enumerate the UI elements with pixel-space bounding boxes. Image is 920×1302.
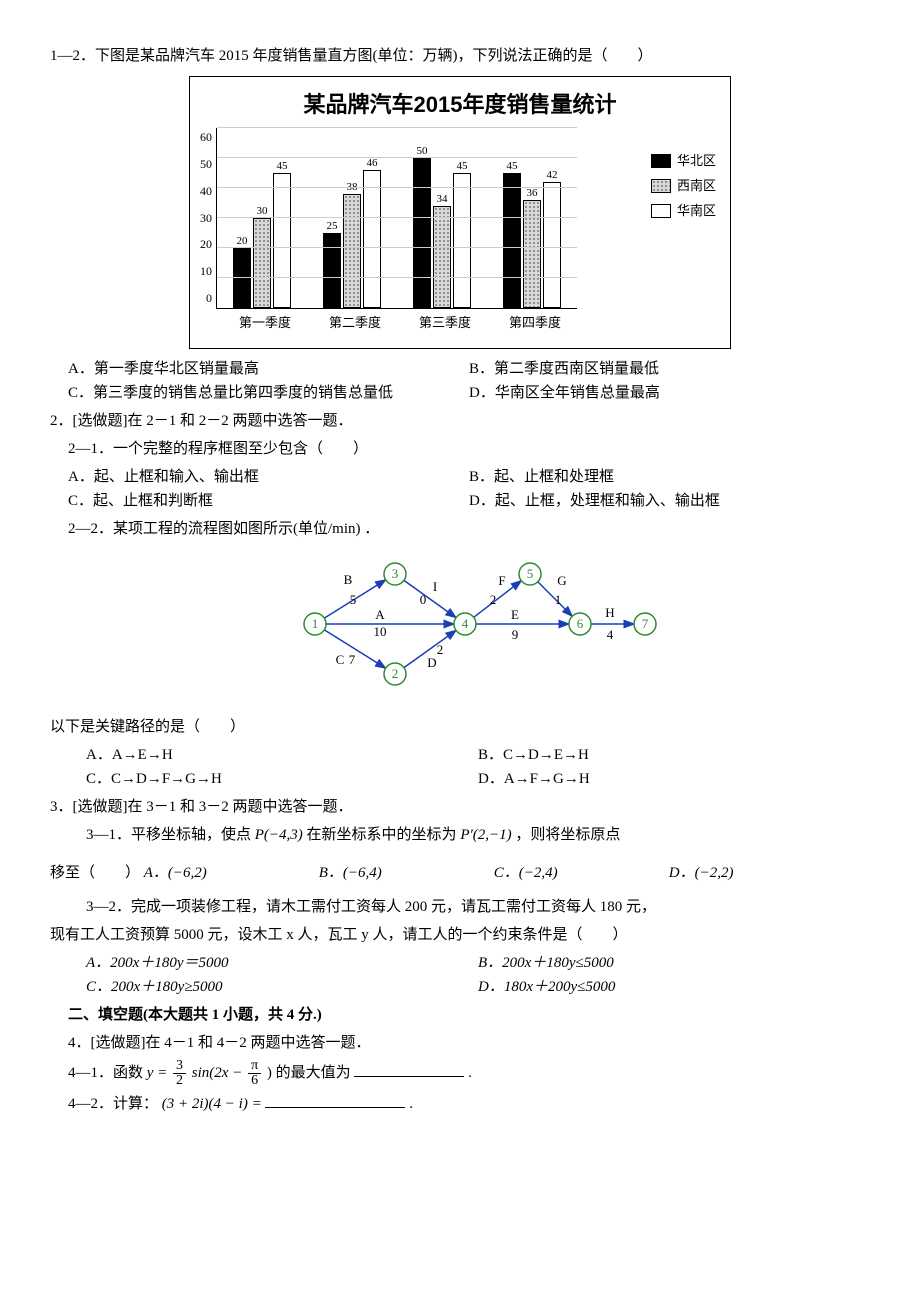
q4-2: 4—2．计算： (3 + 2i)(4 − i) = . xyxy=(50,1092,870,1116)
period: . xyxy=(468,1065,472,1081)
q3-1-stem: 3—1．平移坐标轴，使点 P(−4,3) 在新坐标系中的坐标为 P′(2,−1)… xyxy=(50,823,870,847)
svg-text:D: D xyxy=(427,655,436,670)
svg-text:B: B xyxy=(344,572,353,587)
svg-text:7: 7 xyxy=(642,616,649,631)
q3-2-options: A．200x＋180y＝5000 B．200x＋180y≤5000 C．200x… xyxy=(50,951,870,999)
svg-text:I: I xyxy=(433,579,437,594)
period: . xyxy=(409,1096,413,1112)
svg-text:10: 10 xyxy=(374,624,387,639)
numerator: π xyxy=(248,1059,261,1074)
svg-text:9: 9 xyxy=(512,627,519,642)
svg-text:2: 2 xyxy=(392,666,399,681)
svg-text:0: 0 xyxy=(420,592,427,607)
sales-chart: 某品牌汽车2015年度销售量统计 0102030405060 203045253… xyxy=(189,76,731,349)
text: ，则将坐标原点 xyxy=(515,827,620,843)
option-c: C．200x＋180y≥5000 xyxy=(86,975,478,999)
svg-text:A: A xyxy=(375,607,385,622)
complex-expr: (3 + 2i)(4 − i) = xyxy=(162,1096,262,1112)
svg-text:1: 1 xyxy=(312,616,319,631)
svg-text:3: 3 xyxy=(392,566,399,581)
q1-2-stem: 1—2．下图是某品牌汽车 2015 年度销售量直方图(单位：万辆)，下列说法正确… xyxy=(50,44,870,68)
option-b: B．(−6,4) xyxy=(319,861,494,885)
text: 4—2．计算： xyxy=(68,1096,158,1112)
chart-legend: 华北区西南区华南区 xyxy=(651,147,716,225)
option-a: A．200x＋180y＝5000 xyxy=(86,951,478,975)
q4-head: 4．[选做题]在 4－1 和 4－2 两题中选答一题． xyxy=(50,1031,870,1055)
q3-1-line2-row: 移至（ ） A．(−6,2) B．(−6,4) C．(−2,4) D．(−2,2… xyxy=(50,861,870,885)
q2-head: 2．[选做题]在 2－1 和 2－2 两题中选答一题． xyxy=(50,409,870,433)
option-d: D．起、止框，处理框和输入、输出框 xyxy=(469,489,870,513)
option-a: A．起、止框和输入、输出框 xyxy=(68,465,469,489)
q2-2-options: A．A→E→H B．C→D→E→H C．C→D→F→G→H D．A→F→G→H xyxy=(50,743,870,791)
option-d: D．180x＋200y≤5000 xyxy=(478,975,870,999)
text: 3—1．平移坐标轴，使点 xyxy=(86,827,251,843)
svg-text:5: 5 xyxy=(350,592,357,607)
chart-plot: 203045253846503445453642 xyxy=(216,128,577,309)
denominator: 6 xyxy=(248,1074,261,1088)
chart-title: 某品牌汽车2015年度销售量统计 xyxy=(200,87,720,122)
text: ) 的最大值为 xyxy=(267,1065,351,1081)
text: sin(2x − xyxy=(192,1065,246,1081)
x-axis-labels: 第一季度第二季度第三季度第四季度 xyxy=(220,313,580,334)
eq-lhs: y = xyxy=(147,1065,171,1081)
svg-text:F: F xyxy=(498,573,505,588)
svg-text:6: 6 xyxy=(577,616,584,631)
q2-2-stem: 2—2．某项工程的流程图如图所示(单位/min) ． xyxy=(50,517,870,541)
q4-1: 4—1．函数 y = 3 2 sin(2x − π 6 ) 的最大值为 . xyxy=(50,1059,870,1088)
point-p: P(−4,3) xyxy=(255,827,303,843)
point-p-prime: P′(2,−1) xyxy=(460,827,511,843)
svg-text:5: 5 xyxy=(527,566,534,581)
svg-text:2: 2 xyxy=(490,592,497,607)
option-d: D．(−2,2) xyxy=(669,861,844,885)
svg-text:C: C xyxy=(336,652,345,667)
option-c: C．(−2,4) xyxy=(494,861,669,885)
option-b: B．第二季度西南区销量最低 xyxy=(469,357,870,381)
svg-text:1: 1 xyxy=(555,592,562,607)
svg-text:H: H xyxy=(605,605,614,620)
answer-blank[interactable] xyxy=(354,1061,464,1077)
q3-2-stem1: 3—2．完成一项装修工程，请木工需付工资每人 200 元，请瓦工需付工资每人 1… xyxy=(50,895,870,919)
option-d: D．华南区全年销售总量最高 xyxy=(469,381,870,405)
q2-1-options: A．起、止框和输入、输出框 B．起、止框和处理框 C．起、止框和判断框 D．起、… xyxy=(50,465,870,513)
fraction-pi-6: π 6 xyxy=(248,1059,261,1088)
y-axis: 0102030405060 xyxy=(200,128,216,308)
option-c: C．C→D→F→G→H xyxy=(86,767,478,791)
svg-text:4: 4 xyxy=(462,616,469,631)
option-d: D．A→F→G→H xyxy=(478,767,870,791)
q1-2-options: A．第一季度华北区销量最高 B．第二季度西南区销量最低 C．第三季度的销售总量比… xyxy=(50,357,870,405)
option-c: C．起、止框和判断框 xyxy=(68,489,469,513)
text: 在新坐标系中的坐标为 xyxy=(307,827,457,843)
option-c: C．第三季度的销售总量比第四季度的销售总量低 xyxy=(68,381,469,405)
flow-diagram: B5A10C7I0D2F2E9G1H41234567 xyxy=(280,549,640,707)
q2-2-tail: 以下是关键路径的是（ ） xyxy=(50,715,870,739)
q3-2-stem2: 现有工人工资预算 5000 元，设木工 x 人，瓦工 y 人，请工人的一个约束条… xyxy=(50,923,870,947)
option-a: A．(−6,2) xyxy=(144,861,319,885)
answer-blank[interactable] xyxy=(265,1092,405,1108)
option-a: A．A→E→H xyxy=(86,743,478,767)
q3-1-line2: 移至（ ） xyxy=(50,865,140,881)
q2-1-stem: 2—1．一个完整的程序框图至少包含（ ） xyxy=(50,437,870,461)
svg-text:G: G xyxy=(557,573,566,588)
svg-text:4: 4 xyxy=(607,627,614,642)
svg-text:7: 7 xyxy=(349,652,356,667)
numerator: 3 xyxy=(173,1059,186,1074)
svg-text:2: 2 xyxy=(437,642,444,657)
fraction-3-2: 3 2 xyxy=(173,1059,186,1088)
option-b: B．起、止框和处理框 xyxy=(469,465,870,489)
q3-head: 3．[选做题]在 3－1 和 3－2 两题中选答一题． xyxy=(50,795,870,819)
denominator: 2 xyxy=(173,1074,186,1088)
option-a: A．第一季度华北区销量最高 xyxy=(68,357,469,381)
option-b: B．C→D→E→H xyxy=(478,743,870,767)
option-b: B．200x＋180y≤5000 xyxy=(478,951,870,975)
svg-text:E: E xyxy=(511,607,519,622)
section2-head: 二、填空题(本大题共 1 小题，共 4 分.) xyxy=(50,1003,870,1027)
text: 4—1．函数 xyxy=(68,1065,147,1081)
